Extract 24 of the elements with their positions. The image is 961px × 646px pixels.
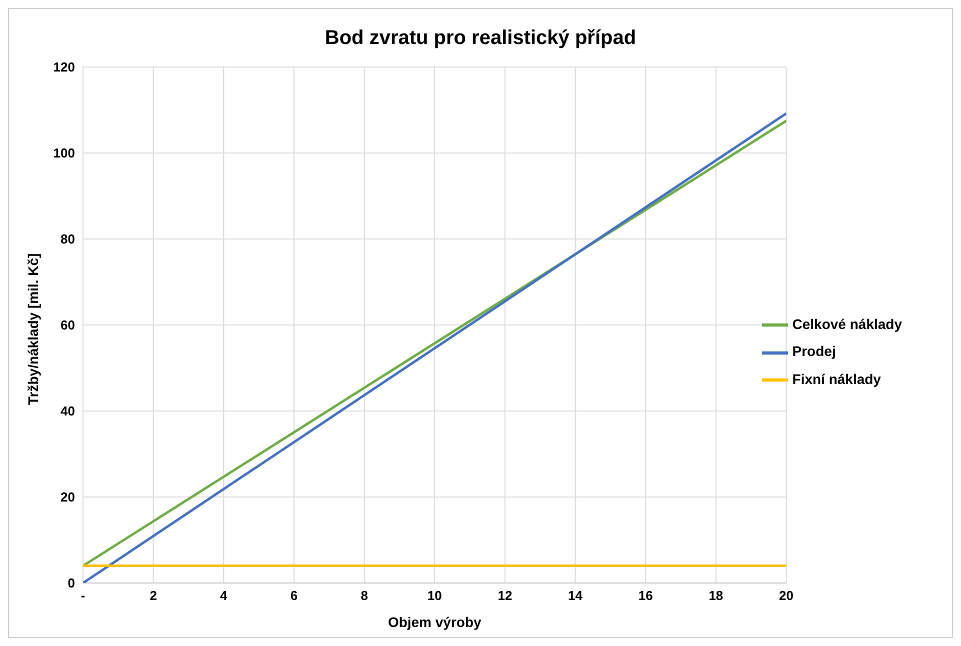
y-tick-label: 80 [60, 232, 75, 247]
x-tick-label: 2 [150, 588, 157, 604]
chart-title: Bod zvratu pro realistický případ [324, 27, 638, 51]
y-tick-label: 120 [53, 60, 75, 75]
x-tick-label: 10 [427, 588, 442, 604]
x-tick-label: 20 [779, 588, 794, 604]
x-tick-label: 6 [290, 588, 298, 604]
x-tick-label: 18 [708, 588, 724, 604]
y-axis-title: Tržby/náklady [mil. Kč] [24, 253, 41, 405]
x-tick-label: 12 [498, 588, 512, 604]
legend-label: Fixní náklady [792, 370, 881, 387]
legend-label: Celkové náklady [792, 316, 902, 332]
x-axis-title: Objem výroby [388, 614, 482, 630]
x-tick-label: - [80, 588, 86, 604]
x-tick-label: 14 [568, 588, 584, 604]
y-tick-label: 100 [53, 146, 75, 161]
x-tick-label: 16 [638, 588, 653, 604]
x-tick-label: 4 [220, 588, 228, 604]
y-tick-label: 40 [60, 404, 75, 419]
y-tick-label: 20 [60, 490, 75, 505]
y-tick-label: 0 [68, 576, 75, 591]
legend-label: Prodej [792, 343, 836, 360]
y-tick-label: 60 [60, 318, 75, 333]
x-tick-label: 8 [360, 588, 368, 604]
